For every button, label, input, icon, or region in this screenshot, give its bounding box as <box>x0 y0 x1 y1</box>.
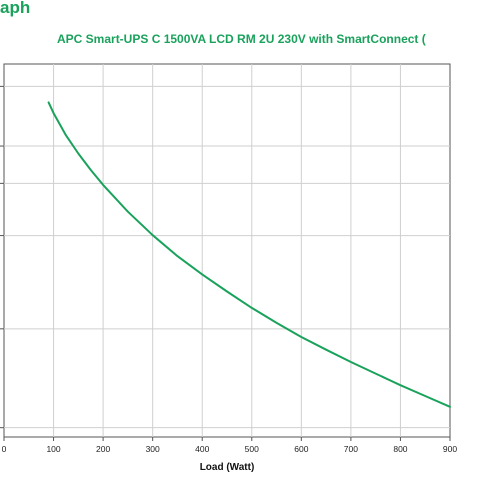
x-tick-label: 200 <box>96 444 110 454</box>
x-tick-label: 500 <box>245 444 259 454</box>
plot-area <box>3 63 451 438</box>
x-axis-label: Load (Watt) <box>200 462 255 473</box>
series-group <box>47 101 451 408</box>
page-heading: aph <box>0 0 31 17</box>
x-tick-label: 0 <box>2 444 7 454</box>
x-tick-label: 400 <box>195 444 209 454</box>
x-tick-labels: 0 100 200 300 400 500 600 700 800 900 <box>2 444 458 454</box>
x-tick-label: 600 <box>294 444 308 454</box>
x-tick-label: 700 <box>344 444 358 454</box>
axis-ticks <box>0 85 451 441</box>
x-tick-label: 300 <box>146 444 160 454</box>
chart-title: APC Smart-UPS C 1500VA LCD RM 2U 230V wi… <box>57 32 426 46</box>
x-tick-label: 900 <box>443 444 457 454</box>
gridlines <box>4 64 450 437</box>
runtime-series-line <box>47 101 451 408</box>
x-tick-label: 800 <box>393 444 407 454</box>
x-tick-label: 100 <box>46 444 60 454</box>
